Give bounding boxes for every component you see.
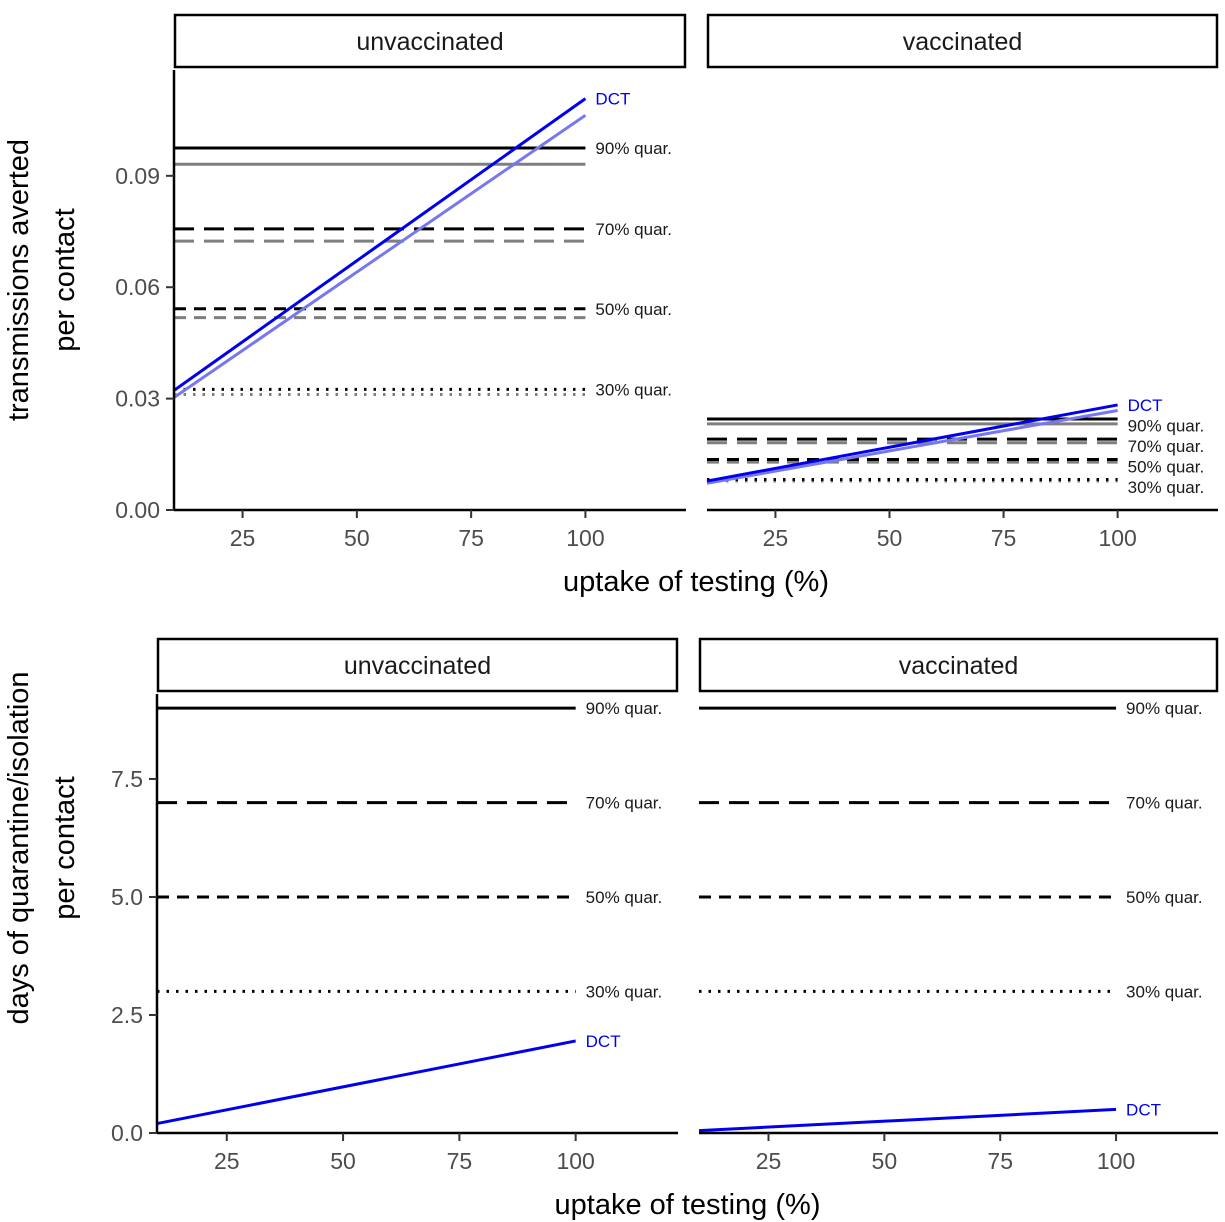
facet-strip xyxy=(706,13,1219,69)
dct-line xyxy=(706,403,1118,483)
quarantine-line-label: 30% quar. xyxy=(595,380,672,399)
facet-strip-label: unvaccinated xyxy=(344,652,491,680)
facet-strip xyxy=(698,637,1219,693)
x-tick-label: 25 xyxy=(230,525,256,551)
facet-strip-label: unvaccinated xyxy=(356,28,503,56)
quarantine-line-label: 90% quar. xyxy=(595,139,672,158)
dct-line xyxy=(156,1039,576,1126)
x-tick-label: 50 xyxy=(872,1148,898,1174)
quarantine-line-label: 30% quar. xyxy=(1126,982,1203,1001)
x-tick-label: 100 xyxy=(556,1148,594,1174)
x-tick-label: 50 xyxy=(877,525,903,551)
y-tick-label: 7.5 xyxy=(111,766,143,792)
x-tick-label: 75 xyxy=(447,1148,473,1174)
y-axis-title-line: per contact xyxy=(49,208,81,351)
y-axis-title-line: per contact xyxy=(49,776,81,919)
facet-strip-label: vaccinated xyxy=(903,28,1023,56)
x-tick-label: 50 xyxy=(344,525,370,551)
y-tick-label: 0.03 xyxy=(115,386,160,412)
y-tick-label: 0.06 xyxy=(115,274,160,300)
quarantine-line-label: 50% quar. xyxy=(586,888,663,907)
y-tick-label: 0.00 xyxy=(115,497,160,523)
quarantine-line-label: 70% quar. xyxy=(1128,437,1205,456)
facet-strip xyxy=(156,637,679,693)
dct-label: DCT xyxy=(1126,1100,1161,1119)
quarantine-line-label: 90% quar. xyxy=(1128,416,1205,435)
dct-line xyxy=(173,114,587,399)
quarantine-line-label: 70% quar. xyxy=(595,220,672,239)
facet-strip-label: vaccinated xyxy=(899,652,1019,680)
quarantine-line-label: 70% quar. xyxy=(1126,794,1203,813)
panel-unvaccinated: unvaccinated DCT 90% quar. 70% quar. 50% qua… xyxy=(115,13,687,551)
x-tick-label: 100 xyxy=(566,525,604,551)
dct-line xyxy=(173,97,587,392)
y-tick-label: 2.5 xyxy=(111,1002,143,1028)
facet-strip xyxy=(173,13,687,69)
quarantine-line-label: 70% quar. xyxy=(586,794,663,813)
x-tick-label: 50 xyxy=(330,1148,356,1174)
y-tick-label: 0.09 xyxy=(115,163,160,189)
x-tick-label: 100 xyxy=(1098,525,1136,551)
dct-label: DCT xyxy=(586,1032,621,1051)
x-tick-label: 75 xyxy=(987,1148,1013,1174)
panel-vaccinated: vaccinated 90% quar. 70% quar. 50% quar. 30%… xyxy=(698,637,1219,1174)
chart-quarantine-days: unvaccinated 90% quar. 70% quar. 50% quar. 3… xyxy=(3,637,1219,1221)
y-axis-title-line: days of quarantine/isolation xyxy=(3,671,35,1024)
x-tick-label: 25 xyxy=(756,1148,782,1174)
x-tick-label: 25 xyxy=(763,525,789,551)
x-tick-label: 75 xyxy=(458,525,484,551)
panel-unvaccinated: unvaccinated 90% quar. 70% quar. 50% quar. 3… xyxy=(111,637,679,1174)
x-tick-label: 100 xyxy=(1097,1148,1135,1174)
x-axis-title: uptake of testing (%) xyxy=(563,566,829,598)
dct-line xyxy=(698,1107,1117,1133)
quarantine-line-label: 50% quar. xyxy=(1128,457,1205,476)
y-tick-label: 0.0 xyxy=(111,1120,143,1146)
quarantine-line-label: 30% quar. xyxy=(586,982,663,1001)
x-tick-label: 25 xyxy=(214,1148,240,1174)
quarantine-line-label: 50% quar. xyxy=(595,300,672,319)
quarantine-line-label: 90% quar. xyxy=(586,699,663,718)
quarantine-line-label: 30% quar. xyxy=(1128,478,1205,497)
dct-label: DCT xyxy=(1128,396,1163,415)
x-tick-label: 75 xyxy=(991,525,1017,551)
x-axis-title: uptake of testing (%) xyxy=(555,1189,821,1221)
dct-line xyxy=(706,409,1118,485)
y-axis-title-line: transmissions averted xyxy=(3,139,35,421)
y-tick-label: 5.0 xyxy=(111,884,143,910)
quarantine-line-label: 90% quar. xyxy=(1126,699,1203,718)
dct-label: DCT xyxy=(595,90,630,109)
quarantine-line-label: 50% quar. xyxy=(1126,888,1203,907)
